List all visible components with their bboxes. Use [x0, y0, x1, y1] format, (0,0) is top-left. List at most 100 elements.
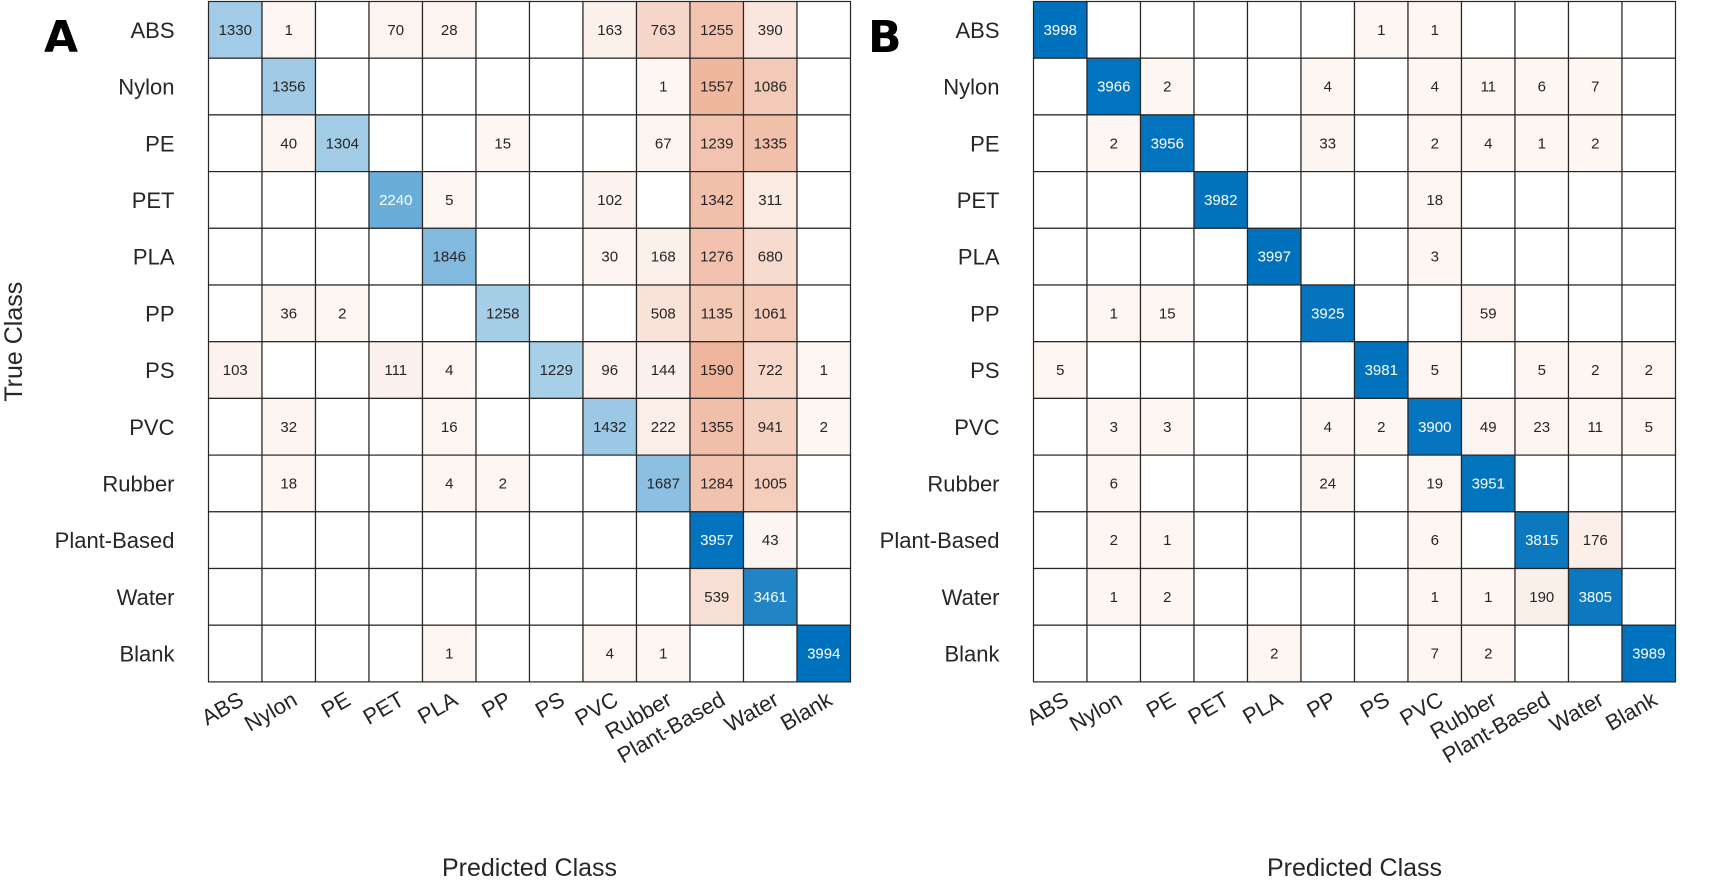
y-tick-label: Blank — [944, 642, 1000, 667]
cell-value: 6 — [1538, 79, 1546, 96]
cell-value: 4 — [1324, 419, 1332, 436]
cell-value: 1 — [659, 646, 667, 663]
matrix-cell — [1139, 341, 1195, 400]
cell-value: 163 — [597, 22, 622, 39]
cell-value: 722 — [758, 362, 783, 379]
matrix-cell — [368, 397, 424, 456]
matrix-cell — [1460, 397, 1516, 456]
cell-value: 7 — [1591, 79, 1599, 96]
matrix-cell — [1086, 227, 1142, 286]
cell-value: 2 — [1110, 532, 1118, 549]
matrix-cell — [582, 454, 638, 513]
y-tick-label: PVC — [129, 415, 174, 440]
panel-label: A — [44, 12, 78, 63]
cell-value: 680 — [758, 249, 783, 266]
matrix-cell — [528, 114, 584, 173]
matrix-cell — [421, 114, 477, 173]
matrix-cell — [689, 397, 745, 456]
cell-value: 96 — [601, 362, 618, 379]
cell-value: 1284 — [700, 475, 733, 492]
matrix-cell — [1514, 624, 1570, 683]
matrix-cell — [314, 397, 370, 456]
cell-value: 1432 — [593, 419, 626, 436]
y-tick-label: PE — [145, 131, 174, 156]
matrix-cell — [1621, 341, 1677, 400]
matrix-cell — [796, 57, 852, 116]
matrix-cell — [261, 624, 317, 683]
cell-value: 4 — [1431, 79, 1439, 96]
matrix-cell — [207, 114, 263, 173]
matrix-cell — [475, 397, 531, 456]
cell-value: 1590 — [700, 362, 733, 379]
matrix-cell — [314, 624, 370, 683]
cell-value: 1330 — [219, 22, 252, 39]
matrix-cell — [1300, 341, 1356, 400]
matrix-cell — [1086, 397, 1142, 456]
matrix-cell — [1246, 284, 1302, 343]
matrix-cell — [1139, 624, 1195, 683]
matrix-cell — [1246, 0, 1302, 59]
matrix-cell — [261, 227, 317, 286]
cell-value: 28 — [441, 22, 458, 39]
matrix-cell — [1139, 284, 1195, 343]
cell-value: 3994 — [807, 646, 840, 663]
matrix-cell — [261, 284, 317, 343]
matrix-cell — [1407, 341, 1463, 400]
y-tick-label: Water — [117, 585, 175, 610]
cell-value: 3 — [1431, 249, 1439, 266]
matrix-cell — [1246, 171, 1302, 229]
matrix-cell — [1139, 171, 1195, 229]
cell-value: 1557 — [700, 79, 733, 96]
cell-value: 15 — [494, 135, 511, 152]
cell-value: 3997 — [1258, 249, 1291, 266]
cell-value: 1258 — [486, 305, 519, 322]
matrix-cell — [421, 341, 477, 400]
cell-value: 3900 — [1418, 419, 1451, 436]
matrix-cell — [796, 454, 852, 513]
x-tick-label: PS — [1356, 687, 1394, 723]
y-axis-title: True Class — [0, 282, 28, 402]
matrix-cell — [207, 0, 263, 59]
matrix-cell — [742, 0, 798, 59]
matrix-cell — [742, 397, 798, 456]
matrix-cell — [1567, 227, 1623, 286]
matrix-cell — [1460, 511, 1516, 570]
cell-value: 2 — [1377, 419, 1385, 436]
cell-value: 5 — [1431, 362, 1439, 379]
y-tick-label: Plant-Based — [880, 528, 1000, 553]
matrix-cell — [314, 57, 370, 116]
matrix-cell — [582, 341, 638, 400]
y-tick-label: Nylon — [118, 75, 174, 100]
cell-value: 6 — [1431, 532, 1439, 549]
x-tick-label: Nylon — [240, 687, 301, 737]
x-tick-label: PLA — [413, 686, 462, 729]
matrix-cell — [528, 397, 584, 456]
matrix-cell — [368, 511, 424, 570]
cell-value: 5 — [1645, 419, 1653, 436]
matrix-cell — [742, 227, 798, 286]
cell-value: 3956 — [1151, 135, 1184, 152]
cell-value: 941 — [758, 419, 783, 436]
matrix-cell — [635, 567, 691, 626]
matrix-cell — [1246, 227, 1302, 286]
cell-value: 5 — [445, 192, 453, 209]
matrix-cell — [1086, 454, 1142, 513]
matrix-cell — [1193, 397, 1249, 456]
matrix-cell — [1567, 624, 1623, 683]
cell-value: 1 — [1110, 589, 1118, 606]
matrix-cell — [1193, 57, 1249, 116]
matrix-cell — [207, 624, 263, 683]
matrix-cell — [1032, 397, 1088, 456]
matrix-cell — [1353, 227, 1409, 286]
matrix-cell — [261, 454, 317, 513]
matrix-cell — [1300, 227, 1356, 286]
matrix-cell — [1300, 171, 1356, 229]
matrix-cell — [689, 114, 745, 173]
matrix-cell — [1032, 57, 1088, 116]
matrix-cell — [742, 114, 798, 173]
matrix-cell — [1193, 511, 1249, 570]
matrix-cell — [207, 171, 263, 229]
cell-value: 2 — [1591, 362, 1599, 379]
matrix-cell — [207, 397, 263, 456]
matrix-cell — [207, 227, 263, 286]
